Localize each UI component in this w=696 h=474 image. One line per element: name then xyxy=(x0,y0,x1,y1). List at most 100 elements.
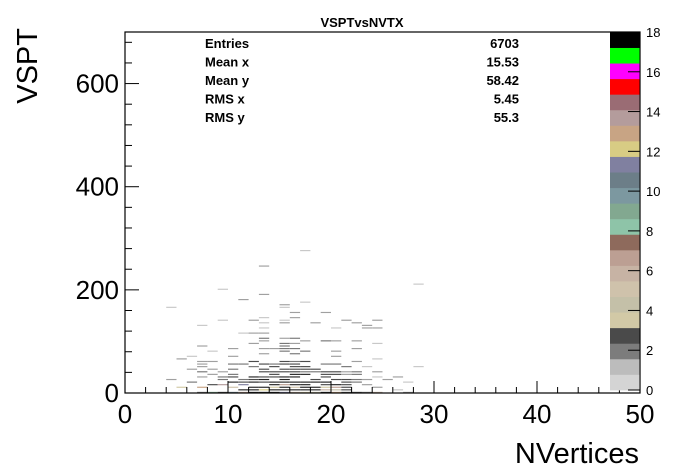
stats-value: 6703 xyxy=(490,36,519,51)
heatmap-cell xyxy=(289,342,301,345)
heatmap-cell xyxy=(289,389,301,391)
heatmap-cell xyxy=(258,353,270,355)
heatmap-cell xyxy=(207,360,218,363)
heatmap-cell xyxy=(248,389,259,391)
heatmap-cell xyxy=(217,378,228,381)
heatmap-cell xyxy=(217,376,228,378)
x-tick-label: 40 xyxy=(523,399,552,429)
heatmap-cell xyxy=(372,358,383,360)
heatmap-cell xyxy=(361,378,373,381)
heatmap-cell xyxy=(320,381,331,383)
palette-swatch xyxy=(610,47,640,64)
heatmap-cell xyxy=(248,360,259,363)
heatmap-cell xyxy=(372,342,383,345)
heatmap-cell xyxy=(341,373,352,375)
heatmap-cell xyxy=(217,371,228,373)
heatmap-cell xyxy=(176,386,187,388)
heatmap-cell xyxy=(320,389,331,391)
heatmap-cell xyxy=(258,293,270,296)
heatmap-cell xyxy=(248,319,259,321)
heatmap-cell xyxy=(197,376,208,378)
heatmap-cell xyxy=(289,317,301,319)
heatmap-cell xyxy=(258,340,270,342)
heatmap-cell xyxy=(320,376,331,378)
heatmap-cell xyxy=(300,368,311,370)
plot-frame xyxy=(124,31,641,394)
x-tick-label: 50 xyxy=(626,399,655,429)
heatmap-cell xyxy=(351,373,362,375)
heatmap-cell xyxy=(331,363,342,365)
heatmap-cell xyxy=(207,368,218,370)
heatmap-cell xyxy=(228,368,239,370)
heatmap-cell xyxy=(279,378,290,381)
heatmap-cell xyxy=(413,366,424,368)
heatmap-cell xyxy=(238,381,249,383)
heatmap-cell xyxy=(258,363,270,365)
heatmap-cell xyxy=(248,342,259,345)
heatmap-cell xyxy=(279,306,290,308)
z-tick-label: 10 xyxy=(646,184,660,199)
heatmap-cell xyxy=(331,384,342,386)
heatmap-cell xyxy=(258,389,270,391)
stats-label: RMS y xyxy=(205,110,246,125)
heatmap-cell xyxy=(289,376,301,378)
heatmap-cell xyxy=(361,384,373,386)
heatmap-cell xyxy=(289,363,301,365)
heatmap-cell xyxy=(238,378,249,381)
heatmap-cell xyxy=(392,376,404,378)
palette-swatch xyxy=(610,296,640,313)
heatmap-cell xyxy=(279,381,290,383)
palette-swatch xyxy=(610,125,640,142)
heatmap-cell xyxy=(279,384,290,386)
heatmap-cell xyxy=(279,322,290,324)
heatmap-cell xyxy=(310,368,321,370)
heatmap-cell xyxy=(197,366,208,368)
heatmap-cell xyxy=(331,327,342,329)
heatmap-cell xyxy=(331,389,342,391)
palette-swatch xyxy=(610,281,640,298)
heatmap-cell xyxy=(197,371,208,373)
heatmap-cell xyxy=(248,381,259,383)
heatmap-cell xyxy=(341,366,352,368)
heatmap-cell xyxy=(351,371,362,373)
heatmap-cell xyxy=(320,371,331,373)
heatmap-cell xyxy=(289,360,301,363)
heatmap-cell xyxy=(197,363,208,365)
z-tick-label: 16 xyxy=(646,65,660,80)
stats-value: 55.3 xyxy=(494,110,519,125)
heatmap-cell xyxy=(279,389,290,391)
palette-swatch xyxy=(610,265,640,282)
z-tick-label: 2 xyxy=(646,343,653,358)
heatmap-cell xyxy=(207,373,218,375)
heatmap-cell xyxy=(372,371,383,373)
palette-swatch xyxy=(610,343,640,360)
heatmap-cell xyxy=(289,373,301,375)
heatmap-cell xyxy=(197,386,208,388)
heatmap-cell xyxy=(238,299,249,301)
heatmap-cell xyxy=(300,386,311,388)
heatmap-cell xyxy=(331,373,342,375)
palette-swatch xyxy=(610,78,640,95)
heatmap-cell xyxy=(258,317,270,319)
stats-box: Entries 6703 Mean x 15.53 Mean y 58.42 RMS x 5.… xyxy=(205,36,519,125)
z-tick-label: 6 xyxy=(646,264,653,279)
z-tick-label: 14 xyxy=(646,105,660,120)
heatmap-cell xyxy=(361,327,373,329)
heatmap-cell xyxy=(361,324,373,326)
heatmap-cell xyxy=(186,381,198,383)
heatmap-cell xyxy=(331,371,342,373)
z-tick-label: 8 xyxy=(646,224,653,239)
z-tick-label: 4 xyxy=(646,303,653,318)
stats-label: Mean y xyxy=(205,73,250,88)
palette-swatch xyxy=(610,156,640,173)
heatmap-cell xyxy=(341,386,352,388)
heatmap-cell xyxy=(300,373,311,375)
heatmap-cell xyxy=(279,345,290,347)
chart-title: VSPTvsNVTX xyxy=(320,15,403,30)
heatmap-cell xyxy=(269,376,280,378)
heatmap-cell xyxy=(289,371,301,373)
heatmap-cell xyxy=(228,348,239,350)
stats-value: 15.53 xyxy=(486,55,519,70)
heatmap-cell xyxy=(382,378,393,381)
heatmap-cell xyxy=(258,376,270,378)
